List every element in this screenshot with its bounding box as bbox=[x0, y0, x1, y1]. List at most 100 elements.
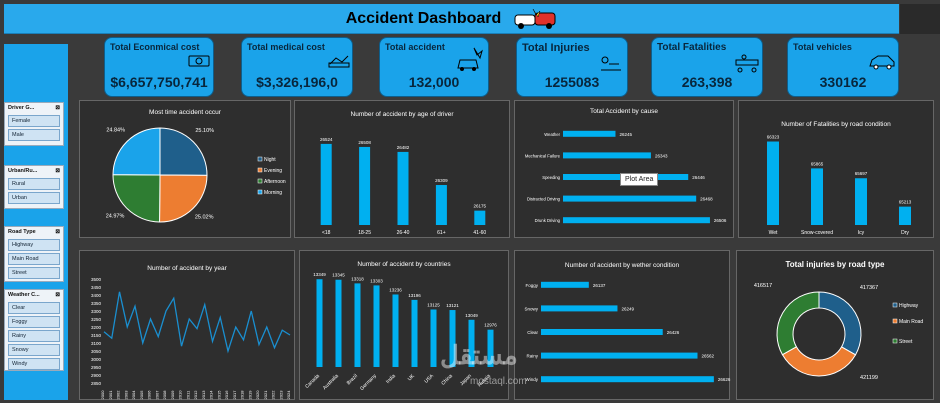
clear-filter-icon[interactable]: ⊠ bbox=[55, 168, 60, 174]
bar bbox=[541, 329, 663, 335]
category-label: Australia bbox=[322, 373, 340, 391]
tick-label: 3200 bbox=[91, 325, 102, 330]
chart-time-of-day-pie[interactable]: Most time accident occur 25.10% 25.02% 24.… bbox=[79, 100, 291, 238]
donut-slice bbox=[781, 346, 857, 377]
tick-label: 3250 bbox=[91, 317, 102, 322]
data-label: 26426 bbox=[667, 330, 680, 335]
data-label: 13196 bbox=[408, 293, 421, 298]
chart-weather-bar[interactable]: Number of accident by wether condition 2… bbox=[514, 250, 731, 400]
kpi-value: $6,657,750,741 bbox=[110, 74, 208, 90]
kpi-label: Total Econmical cost bbox=[110, 42, 200, 52]
data-label: 26508 bbox=[358, 140, 371, 145]
tick-label: 3000 bbox=[91, 357, 102, 362]
data-label: 421199 bbox=[860, 375, 878, 381]
category-label: Snow-covered bbox=[801, 230, 833, 236]
category-label: Dry bbox=[901, 230, 909, 236]
legend-swatch bbox=[257, 189, 263, 195]
tick-label: 3300 bbox=[91, 309, 102, 314]
tick-label: 2012 bbox=[193, 390, 198, 400]
car-icon bbox=[869, 55, 895, 70]
tick-label: 3050 bbox=[91, 349, 102, 354]
data-label: 26626 bbox=[718, 377, 731, 382]
category-label: Rainy bbox=[526, 354, 538, 359]
filter-weather-condition: Weather C... ⊠ Clear Foggy Rainy Snowy Wi… bbox=[4, 289, 64, 371]
hbar-chart-svg: 26245 Weather 26343 Mechanical Failure 26446… bbox=[525, 130, 727, 224]
data-label: 13345 bbox=[332, 273, 345, 278]
tick-label: 2009 bbox=[170, 390, 175, 400]
bar bbox=[411, 299, 418, 367]
category-label: UK bbox=[407, 373, 417, 383]
category-label: 41-60 bbox=[473, 230, 486, 236]
filter-option[interactable]: Rainy bbox=[8, 330, 60, 342]
category-label: Foggy bbox=[525, 283, 538, 288]
filter-title: Road Type bbox=[8, 229, 36, 235]
bar bbox=[435, 185, 447, 225]
line-chart-svg: 3500 3450 3400 3350 3300 3250 3200 3150 3100 3050… bbox=[91, 277, 291, 400]
filter-option[interactable]: Clear bbox=[8, 302, 60, 314]
filter-option[interactable]: Female bbox=[8, 115, 60, 127]
filter-option[interactable]: Foggy bbox=[8, 316, 60, 328]
category-label: India bbox=[385, 373, 397, 385]
clear-filter-icon[interactable]: ⊠ bbox=[55, 229, 60, 235]
bar bbox=[335, 279, 342, 367]
kpi-label: Total vehicles bbox=[793, 42, 852, 52]
clear-filter-icon[interactable]: ⊠ bbox=[55, 292, 60, 298]
filter-option[interactable]: Rural bbox=[8, 178, 60, 190]
data-label: 24.97% bbox=[106, 214, 125, 220]
pie-chart-svg: 25.10% 25.02% 24.97% 24.84% Night Evening Afte… bbox=[106, 127, 286, 223]
data-label: 26245 bbox=[619, 132, 632, 137]
category-label: Icy bbox=[858, 230, 865, 236]
tick-label: 2008 bbox=[162, 390, 167, 400]
donut-chart-svg: 417367 421199 416517 Highway Main Road Street bbox=[754, 283, 924, 381]
chart-road-condition-bar[interactable]: Number of Fatalities by road condition 6… bbox=[738, 100, 934, 238]
kpi-total-vehicles: Total vehicles 330162 bbox=[787, 37, 899, 97]
filter-option[interactable]: Main Road bbox=[8, 253, 60, 265]
money-icon bbox=[188, 55, 210, 67]
bar bbox=[811, 168, 823, 225]
clear-filter-icon[interactable]: ⊠ bbox=[55, 105, 60, 111]
filter-option[interactable]: Highway bbox=[8, 239, 60, 251]
category-label: Germany bbox=[359, 373, 378, 392]
chart-title: Most time accident occur bbox=[149, 109, 221, 116]
legend-entry: Evening bbox=[264, 168, 282, 174]
tick-label: 2006 bbox=[147, 390, 152, 400]
kpi-value: 263,398 bbox=[681, 74, 733, 90]
bar bbox=[397, 151, 409, 225]
category-label: USA bbox=[423, 373, 435, 385]
filter-option[interactable]: Windy bbox=[8, 358, 60, 370]
bar bbox=[541, 352, 698, 359]
data-label: 13049 bbox=[465, 313, 478, 318]
legend-entry: Afternoon bbox=[264, 179, 286, 185]
bar bbox=[541, 281, 589, 288]
category-label: 18-25 bbox=[358, 230, 371, 236]
tick-label: 2019 bbox=[247, 390, 252, 400]
legend-entry: Night bbox=[264, 157, 276, 163]
kpi-total-injuries: Total Injuries 1255083 bbox=[516, 37, 628, 97]
tick-label: 2017 bbox=[232, 390, 237, 400]
filter-option[interactable]: Street bbox=[8, 267, 60, 279]
bar bbox=[563, 217, 710, 224]
bar bbox=[899, 206, 911, 225]
legend-entry: Morning bbox=[264, 190, 282, 196]
legend-entry: Main Road bbox=[899, 319, 923, 325]
watermark-url: mostaql.com bbox=[470, 376, 527, 387]
stretcher-icon bbox=[735, 54, 759, 73]
chart-driver-age-bar[interactable]: Number of accident by age of driver 2652… bbox=[294, 100, 510, 238]
bar bbox=[563, 152, 651, 159]
chart-cause-bar[interactable]: Total Accident by cause 26245 Weather 2634… bbox=[514, 100, 734, 238]
chart-accident-by-year-line[interactable]: Number of accident by year 3500 3450 3400 3… bbox=[79, 250, 295, 400]
bar bbox=[354, 283, 361, 367]
chart-title: Total injuries by road type bbox=[785, 260, 885, 269]
filter-option[interactable]: Urban bbox=[8, 192, 60, 204]
filter-option[interactable]: Male bbox=[8, 129, 60, 141]
filter-option[interactable]: Snowy bbox=[8, 344, 60, 356]
filter-urban-rural: Urban/Ru... ⊠ Rural Urban bbox=[4, 165, 64, 209]
tick-label: 2016 bbox=[224, 390, 229, 400]
chart-title: Number of accident by age of driver bbox=[350, 111, 454, 118]
data-label: 26249 bbox=[621, 306, 634, 311]
tick-label: 2850 bbox=[91, 381, 102, 386]
chart-countries-bar[interactable]: Number of accident by countries 13349 Can… bbox=[299, 250, 509, 400]
chart-injuries-road-type-donut[interactable]: Total injuries by road type 417367 421199… bbox=[736, 250, 934, 400]
data-label: 26524 bbox=[320, 137, 333, 142]
category-label: Drunk Driving bbox=[535, 218, 561, 223]
